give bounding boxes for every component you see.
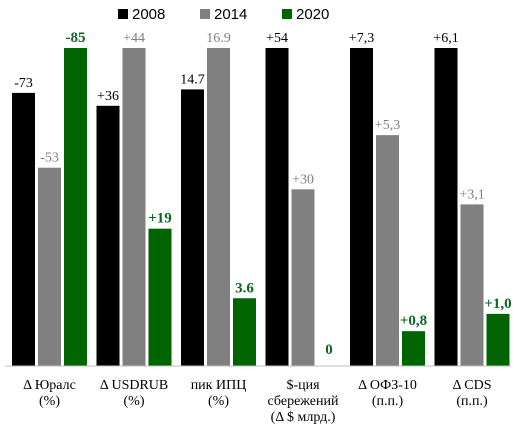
category-label-4: $-ция сбережений (Δ $ млрд.): [268, 378, 339, 425]
value-label-2-2020: +19: [148, 211, 172, 227]
bar-2-2014: [122, 48, 146, 366]
value-label-2-2008: +36: [97, 89, 119, 104]
value-label-5-2014: +5,3: [375, 118, 400, 133]
chart-category-labels: Δ Юралс (%) Δ USDRUB (%) пик ИПЦ (%) $-ция сбер…: [23, 378, 491, 425]
legend-label-2020: 2020: [296, 6, 329, 23]
value-label-4-2014: +30: [292, 172, 314, 187]
value-label-4-2008: +54: [266, 31, 288, 46]
bar-5-2020: [402, 331, 425, 366]
bar-1-2008: [12, 92, 35, 367]
value-label-3-2008: 14.7: [180, 72, 205, 87]
value-label-1-2020: -85: [66, 30, 86, 46]
category-label-2: Δ USDRUB (%): [100, 378, 169, 409]
bar-3-2020: [233, 298, 256, 366]
value-label-4-2020: 0: [325, 342, 333, 358]
value-label-6-2014: +3,1: [459, 187, 484, 202]
value-label-3-2014: 16.9: [206, 31, 231, 46]
bar-3-2008: [181, 89, 204, 366]
bar-4-2008: [265, 48, 289, 366]
value-label-5-2020: +0,8: [400, 313, 427, 329]
value-label-2-2014: +44: [123, 31, 145, 46]
legend-swatch-2014: [200, 9, 210, 19]
value-label-5-2008: +7,3: [349, 31, 374, 46]
category-label-3: пик ИПЦ (%): [191, 378, 247, 409]
bar-3-2014: [207, 48, 230, 366]
legend-swatch-2008: [118, 9, 128, 19]
category-label-1: Δ Юралс (%): [23, 378, 76, 409]
bar-4-2014: [291, 189, 315, 366]
value-label-6-2008: +6,1: [433, 31, 458, 46]
bar-6-2008: [434, 48, 458, 366]
category-label-6: Δ CDS (п.п.): [453, 378, 492, 409]
category-label-5: Δ ОФЗ-10 (п.п.): [358, 378, 417, 409]
bar-6-2020: [486, 313, 510, 366]
bar-5-2008: [350, 48, 373, 366]
value-label-1-2014: -53: [40, 151, 59, 166]
bar-5-2014: [376, 135, 399, 366]
legend-swatch-2020: [282, 9, 292, 19]
bar-2-2008: [96, 105, 120, 367]
chart-bars: [12, 48, 510, 367]
legend-label-2014: 2014: [214, 6, 247, 23]
value-label-3-2020: 3.6: [235, 280, 254, 296]
value-label-1-2008: -73: [14, 76, 33, 91]
bar-1-2020: [64, 48, 87, 366]
chart-value-labels: -73 -53 -85 +36 +44 +19 14.7 16.9 3.6 +54 +30 0 +7,3…: [14, 30, 511, 358]
value-label-6-2020: +1,0: [484, 296, 511, 312]
chart-legend: 2008 2014 2020: [118, 6, 329, 23]
bar-1-2014: [38, 167, 61, 366]
bar-6-2014: [460, 204, 484, 366]
legend-label-2008: 2008: [132, 6, 165, 23]
bar-2-2020: [148, 228, 172, 366]
